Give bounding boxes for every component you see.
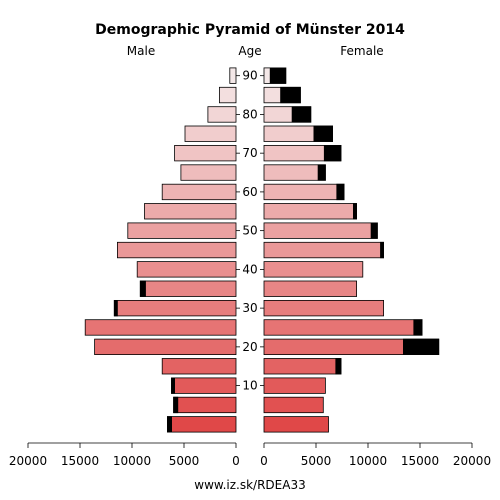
male-bar-0-4 <box>166 416 237 433</box>
male-dark-bar-0-4 <box>166 416 172 433</box>
female-bar-65-69 <box>263 164 326 181</box>
male-bar-35-39 <box>139 280 237 297</box>
female-bar-50-54 <box>263 222 378 239</box>
x-tick-label-4: 0 <box>232 454 240 468</box>
age-tick-label-60: 60 <box>242 185 257 199</box>
male-bar-50-54 <box>127 222 237 239</box>
age-label: Age <box>238 44 261 58</box>
female-bar-25-29 <box>263 319 423 336</box>
male-bar-40-44 <box>136 261 237 278</box>
female-dark-bar-20-24 <box>402 338 440 356</box>
female-dark-bar-85-89 <box>280 86 301 104</box>
female-dark-bar-60-64 <box>336 183 345 201</box>
x-tick-label-2: 10000 <box>113 454 151 468</box>
male-bar-85-89 <box>218 86 237 104</box>
x-tick-label-1: 15000 <box>61 454 99 468</box>
chart-title: Demographic Pyramid of Münster 2014 <box>95 22 405 38</box>
female-bar-0-4 <box>263 416 329 433</box>
age-tick-label-50: 50 <box>242 224 257 238</box>
age-tick-label-10: 10 <box>242 379 257 393</box>
female-dark-bar-75-79 <box>313 125 333 142</box>
male-dark-bar-35-39 <box>139 280 146 297</box>
x-tick-label-6: 5000 <box>301 454 332 468</box>
x-tick-label-8: 15000 <box>401 454 439 468</box>
male-bar-25-29 <box>84 319 237 336</box>
female-bar-55-59 <box>263 203 357 220</box>
x-tick-label-9: 20000 <box>453 454 491 468</box>
male-bar-15-19 <box>161 358 237 375</box>
female-bar-30-34 <box>263 299 384 317</box>
female-dark-bar-65-69 <box>317 164 326 181</box>
female-bar-45-49 <box>263 241 384 259</box>
male-bar-65-69 <box>180 164 237 181</box>
age-tick-label-70: 70 <box>242 146 257 160</box>
age-tick-label-80: 80 <box>242 107 257 121</box>
bars-group <box>84 67 440 433</box>
female-dark-bar-45-49 <box>380 241 384 259</box>
x-tick-label-0: 20000 <box>9 454 47 468</box>
male-bar-90+ <box>229 67 237 84</box>
male-bar-45-49 <box>117 241 237 259</box>
age-tick-label-40: 40 <box>242 262 257 276</box>
female-bar-15-19 <box>263 358 342 375</box>
axes-group: 10 20 30 40 50 60 70 80 90 20000 15000 10000 5000 0 0 5… <box>9 69 491 468</box>
male-dark-bar-30-34 <box>113 299 118 317</box>
female-dark-bar-15-19 <box>335 358 342 375</box>
age-tick-label-30: 30 <box>242 301 257 315</box>
male-bar-55-59 <box>144 203 237 220</box>
male-bar-75-79 <box>184 125 237 142</box>
male-bar-80-84 <box>207 106 237 123</box>
age-tick-label-90: 90 <box>242 69 257 83</box>
male-dark-bar-5-9 <box>173 396 179 414</box>
male-dark-bar-10-14 <box>171 377 175 394</box>
female-bar-35-39 <box>263 280 357 297</box>
male-bar-20-24 <box>94 338 237 356</box>
male-bar-60-64 <box>161 183 237 201</box>
x-tick-label-5: 0 <box>260 454 268 468</box>
x-tick-label-7: 10000 <box>349 454 387 468</box>
female-bar-10-14 <box>263 377 326 394</box>
age-tick-label-20: 20 <box>242 340 257 354</box>
female-dark-bar-50-54 <box>370 222 378 239</box>
female-dark-bar-80-84 <box>291 106 312 123</box>
female-bar-60-64 <box>263 183 345 201</box>
female-dark-bar-25-29 <box>413 319 423 336</box>
male-bar-10-14 <box>171 377 237 394</box>
source-label: www.iz.sk/RDEA33 <box>194 478 306 492</box>
male-label: Male <box>127 44 155 58</box>
female-label: Female <box>340 44 383 58</box>
female-dark-bar-90+ <box>269 67 287 84</box>
female-bar-5-9 <box>263 396 324 414</box>
male-bar-30-34 <box>113 299 237 317</box>
x-tick-label-3: 5000 <box>169 454 200 468</box>
male-bar-70-74 <box>174 144 237 162</box>
male-bar-5-9 <box>173 396 237 414</box>
female-bar-40-44 <box>263 261 364 278</box>
female-dark-bar-70-74 <box>323 144 342 162</box>
female-dark-bar-55-59 <box>352 203 357 220</box>
